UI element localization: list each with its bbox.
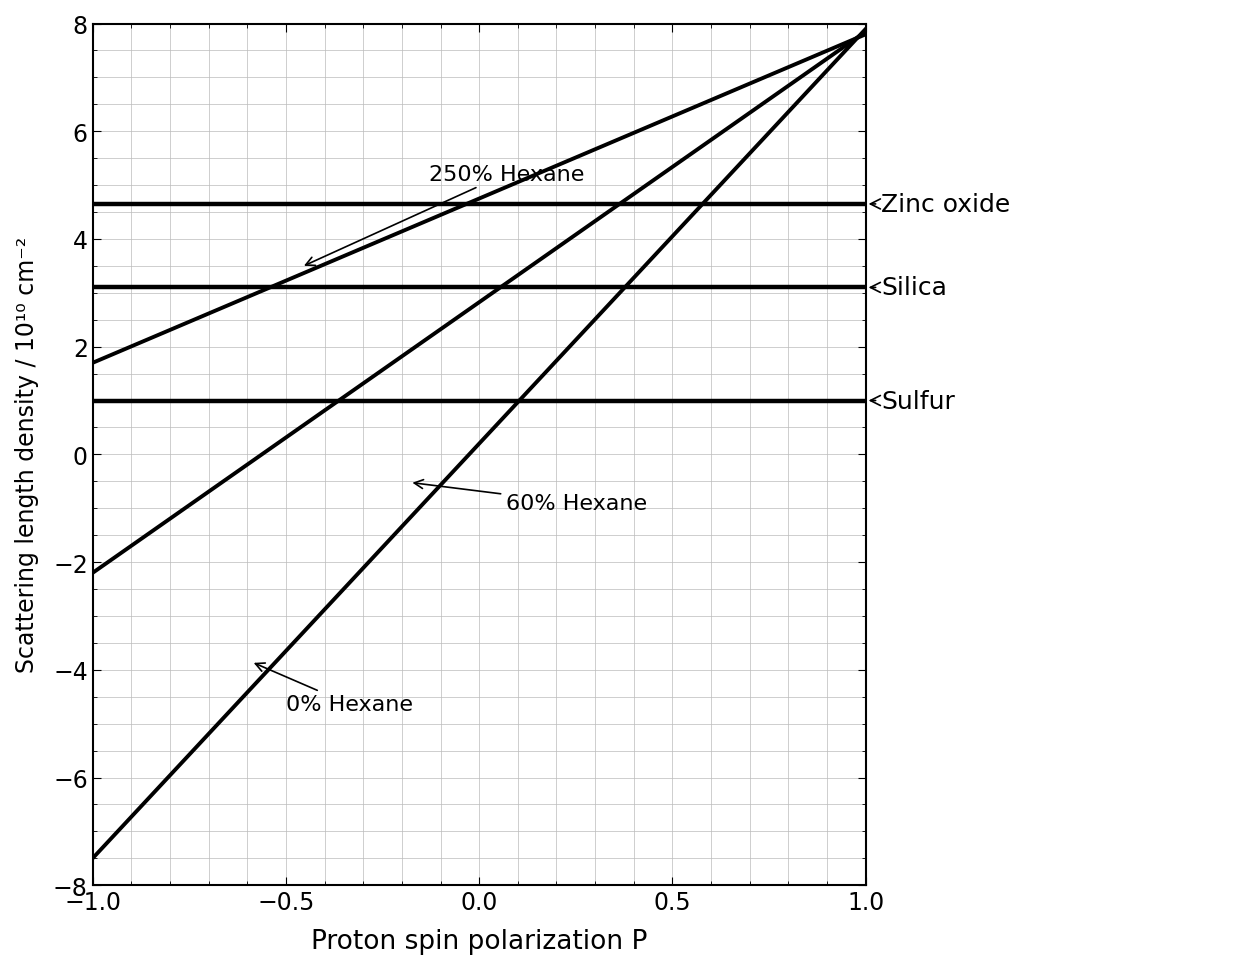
Text: Silica: Silica bbox=[870, 276, 947, 300]
Text: 60% Hexane: 60% Hexane bbox=[414, 481, 647, 514]
Text: Zinc oxide: Zinc oxide bbox=[870, 193, 1011, 217]
Y-axis label: Scattering length density / 10¹⁰ cm⁻²: Scattering length density / 10¹⁰ cm⁻² bbox=[15, 237, 38, 672]
X-axis label: Proton spin polarization P: Proton spin polarization P bbox=[311, 928, 647, 954]
Text: 0% Hexane: 0% Hexane bbox=[255, 664, 413, 714]
Text: 250% Hexane: 250% Hexane bbox=[305, 165, 584, 266]
Text: Sulfur: Sulfur bbox=[870, 390, 955, 413]
